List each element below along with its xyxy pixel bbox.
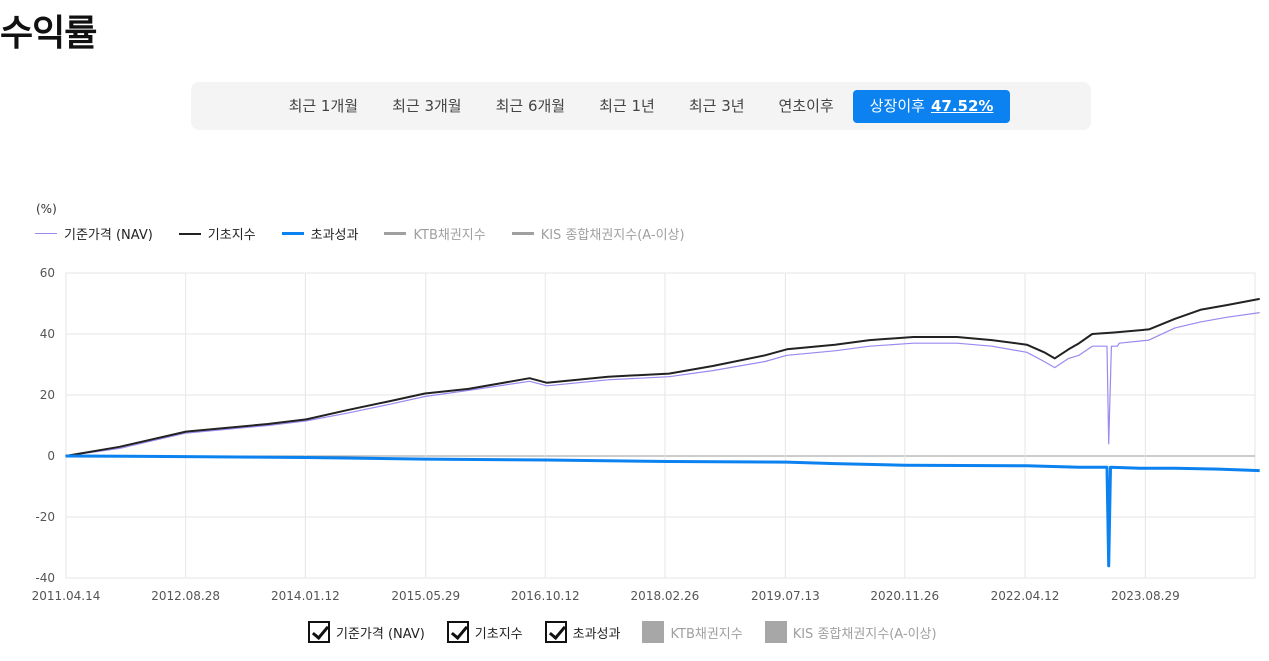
- tab-recent-6-months[interactable]: 최근 6개월: [495, 96, 566, 115]
- toggle-ktb[interactable]: KTB채권지수: [642, 621, 743, 643]
- legend-label-base-index: 기초지수: [207, 228, 256, 243]
- x-tick-label: 2018.02.26: [631, 589, 700, 603]
- x-tick-label: 2012.08.28: [151, 589, 220, 603]
- legend-item-excess: 초과성과: [281, 224, 359, 243]
- x-tick-label: 2014.01.12: [271, 589, 340, 603]
- toggle-nav-label: 기준가격 (NAV): [336, 626, 425, 642]
- tab-recent-3-years[interactable]: 최근 3년: [688, 96, 745, 115]
- toggle-kis-label: KIS 종합채권지수(A-이상): [792, 626, 937, 642]
- legend-swatch-base-index: [178, 232, 201, 235]
- y-tick-label: -40: [35, 571, 55, 585]
- tab-year-to-date[interactable]: 연초이후: [778, 96, 834, 115]
- series-line-excess: [65, 454, 1260, 568]
- checkbox-excess[interactable]: [544, 621, 567, 643]
- y-tick-label: 60: [40, 266, 55, 280]
- legend-item-base-index: 기초지수: [178, 224, 256, 243]
- y-tick-label: 0: [47, 449, 55, 463]
- series-line-nav: [65, 312, 1260, 457]
- toggle-kis[interactable]: KIS 종합채권지수(A-이상): [764, 621, 937, 643]
- toggle-ktb-label: KTB채권지수: [670, 626, 743, 642]
- tab-recent-3-months[interactable]: 최근 3개월: [392, 96, 462, 115]
- tab-since-listing[interactable]: 상장이후 47.52%: [852, 89, 1011, 123]
- y-tick-label: -20: [35, 510, 55, 524]
- x-tick-label: 2016.10.12: [511, 589, 580, 603]
- legend-label-kis: KIS 종합채권지수(A-이상): [540, 228, 685, 243]
- x-tick-label: 2023.08.29: [1111, 589, 1180, 603]
- legend-item-ktb: KTB채권지수: [384, 224, 486, 243]
- checkbox-kis[interactable]: [764, 621, 787, 643]
- period-selector: 최근 1개월 최근 3개월 최근 6개월 최근 1년 최근 3년 연초이후 상장…: [191, 82, 1091, 130]
- x-tick-label: 2020.11.26: [870, 589, 939, 603]
- checkbox-ktb[interactable]: [642, 621, 665, 643]
- y-tick-label: 40: [40, 327, 55, 341]
- legend-swatch-excess: [281, 232, 304, 235]
- checkbox-nav[interactable]: [308, 621, 330, 643]
- toggle-base-index-label: 기초지수: [474, 626, 523, 642]
- legend-label-ktb: KTB채권지수: [413, 228, 486, 243]
- legend-label-nav: 기준가격 (NAV): [64, 228, 153, 243]
- chart-unit-label: (%): [36, 202, 57, 216]
- toggle-base-index[interactable]: 기초지수: [446, 621, 523, 643]
- toggle-excess-label: 초과성과: [572, 626, 621, 642]
- chart-legend: 기준가격 (NAV) 기초지수 초과성과 KTB채권지수 KIS 종합채권지수(…: [35, 224, 685, 243]
- checkbox-base-index[interactable]: [446, 621, 469, 643]
- legend-label-excess: 초과성과: [310, 228, 359, 243]
- x-tick-label: 2019.07.13: [751, 589, 820, 603]
- x-tick-label: 2011.04.14: [32, 589, 101, 603]
- tab-since-listing-label: 상장이후: [869, 96, 925, 115]
- series-line-base-index: [65, 297, 1260, 457]
- page-title: 수익률: [0, 13, 97, 54]
- toggle-nav[interactable]: 기준가격 (NAV): [308, 621, 425, 643]
- series-toggles: 기준가격 (NAV) 기초지수 초과성과 KTB채권지수 KIS 종합채권지수(…: [308, 621, 937, 643]
- legend-item-kis: KIS 종합채권지수(A-이상): [511, 224, 685, 243]
- tab-recent-1-month[interactable]: 최근 1개월: [288, 96, 359, 115]
- y-tick-label: 20: [40, 388, 55, 402]
- legend-swatch-ktb: [384, 232, 407, 235]
- legend-swatch-nav: [35, 233, 57, 234]
- toggle-excess[interactable]: 초과성과: [544, 621, 621, 643]
- x-tick-label: 2022.04.12: [991, 589, 1060, 603]
- legend-swatch-kis: [511, 232, 534, 235]
- tab-recent-1-year[interactable]: 최근 1년: [599, 96, 655, 115]
- legend-item-nav: 기준가격 (NAV): [35, 224, 153, 243]
- x-tick-label: 2015.05.29: [391, 589, 460, 603]
- since-listing-return: 47.52%: [930, 96, 994, 115]
- returns-line-chart: 60 40 20 0 -20 -40 2011.04.14 2012.08.28 2014.01…: [32, 266, 1260, 603]
